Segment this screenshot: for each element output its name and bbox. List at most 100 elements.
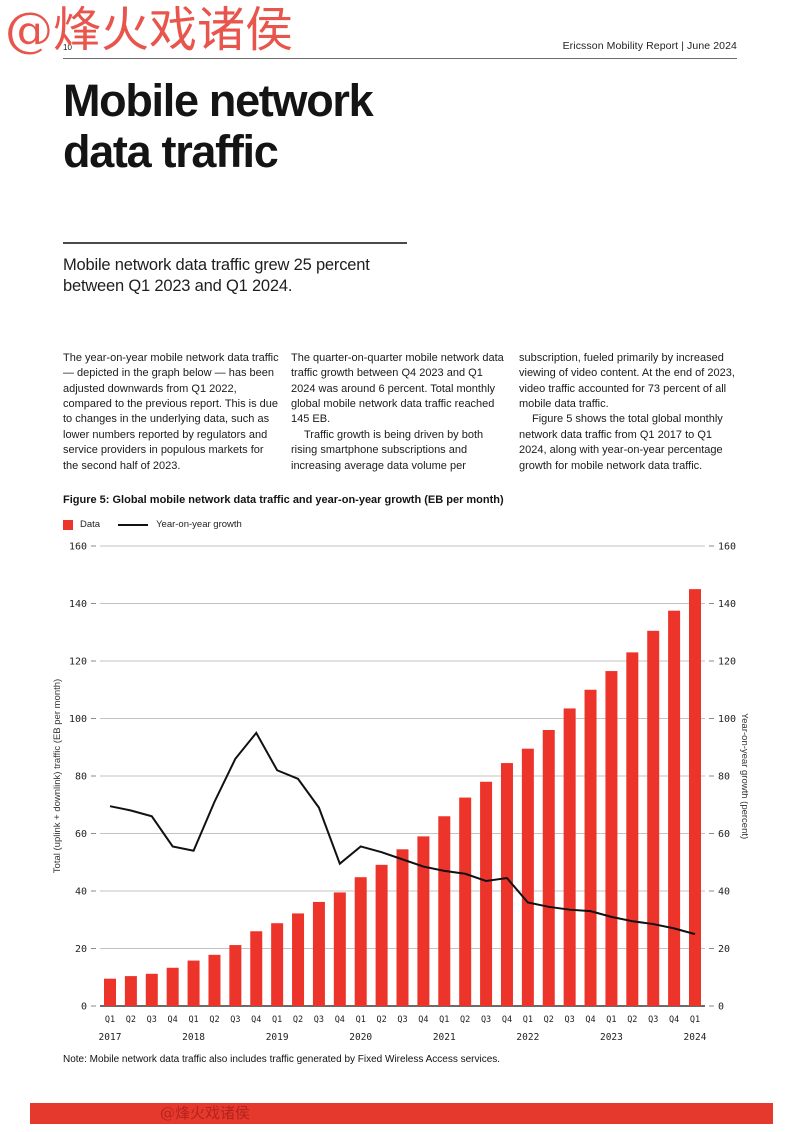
year-label: 2022: [516, 1032, 539, 1043]
quarter-label: Q1: [356, 1015, 366, 1025]
traffic-bar: [375, 864, 388, 1007]
year-label: 2024: [684, 1032, 707, 1043]
left-axis-tick-label: 120: [69, 657, 87, 668]
lede-text: Mobile network data traffic grew 25 perc…: [63, 241, 407, 297]
traffic-bar: [480, 781, 493, 1007]
quarter-label: Q2: [627, 1015, 637, 1025]
year-label: 2020: [349, 1032, 372, 1043]
right-axis-tick-label: 0: [718, 1002, 724, 1013]
quarter-label: Q2: [209, 1015, 219, 1025]
traffic-bar: [104, 978, 116, 1007]
right-axis-tick-label: 80: [718, 772, 730, 783]
paragraph: The quarter-on-quarter mobile network da…: [291, 351, 504, 426]
traffic-bar: [145, 973, 158, 1007]
chart-note: Note: Mobile network data traffic also i…: [63, 1054, 501, 1066]
page-header: 10 Ericsson Mobility Report | June 2024: [63, 40, 737, 59]
left-axis-tick-label: 160: [69, 542, 87, 553]
traffic-bar: [271, 923, 284, 1007]
quarter-label: Q3: [230, 1015, 240, 1025]
right-axis-tick-label: 120: [718, 657, 736, 668]
footer-band: @烽火戏诸侯: [30, 1103, 773, 1124]
quarter-label: Q3: [397, 1015, 407, 1025]
left-axis-tick-label: 100: [69, 714, 87, 725]
left-axis-title: Total (uplink + downlink) traffic (EB pe…: [52, 679, 63, 873]
page-title: Mobile network data traffic: [63, 75, 737, 178]
year-label: 2023: [600, 1032, 623, 1043]
quarter-label: Q4: [418, 1015, 428, 1025]
left-axis-tick-label: 20: [75, 944, 87, 955]
quarter-label: Q1: [690, 1015, 700, 1025]
body-column-1: The year-on-year mobile network data tra…: [63, 351, 281, 474]
quarter-label: Q1: [606, 1015, 616, 1025]
traffic-bar: [187, 960, 200, 1007]
year-label: 2019: [266, 1032, 289, 1043]
footer-watermark-text: @烽火戏诸侯: [160, 1104, 251, 1122]
body-column-3: subscription, fueled primarily by increa…: [519, 351, 737, 474]
quarter-label: Q1: [523, 1015, 533, 1025]
quarter-label: Q4: [585, 1015, 595, 1025]
left-axis-tick-label: 0: [81, 1002, 87, 1013]
data-series-swatch-icon: [63, 519, 73, 530]
legend-data-label: Data: [80, 519, 101, 531]
traffic-bar: [208, 954, 221, 1007]
traffic-bar: [500, 763, 513, 1007]
right-axis-tick-label: 100: [718, 714, 736, 725]
traffic-bar: [124, 976, 137, 1007]
body-columns: The year-on-year mobile network data tra…: [63, 351, 737, 474]
right-axis-tick-label: 60: [718, 829, 730, 840]
quarter-label: Q4: [669, 1015, 679, 1025]
traffic-bar: [668, 610, 681, 1007]
traffic-bar: [312, 901, 325, 1007]
quarter-label: Q3: [565, 1015, 575, 1025]
quarter-label: Q3: [147, 1015, 157, 1025]
traffic-bar: [647, 630, 660, 1007]
paragraph: The year-on-year mobile network data tra…: [63, 351, 279, 472]
figure-caption: Figure 5: Global mobile network data tra…: [63, 494, 504, 507]
traffic-bar: [563, 708, 576, 1007]
year-label: 2017: [99, 1032, 122, 1043]
page: 10 Ericsson Mobility Report | June 2024 …: [52, 40, 748, 1066]
paragraph: Traffic growth is being driven by both r…: [291, 428, 484, 472]
traffic-bar: [689, 589, 701, 1007]
paragraph: subscription, fueled primarily by increa…: [519, 351, 735, 411]
traffic-bar: [459, 797, 472, 1007]
chart-legend: Data Year-on-year growth: [63, 519, 737, 530]
traffic-bar: [354, 877, 367, 1007]
traffic-bar: [292, 913, 305, 1007]
quarter-label: Q3: [481, 1015, 491, 1025]
traffic-bar: [605, 671, 618, 1007]
page-title-line1: Mobile network: [63, 75, 374, 126]
quarter-label: Q1: [272, 1015, 282, 1025]
quarter-label: Q4: [251, 1015, 261, 1025]
left-axis-tick-label: 40: [75, 887, 87, 898]
quarter-label: Q1: [188, 1015, 198, 1025]
page-title-line2: data traffic: [63, 126, 279, 178]
paragraph: Figure 5 shows the total global monthly …: [519, 413, 723, 472]
left-axis-tick-label: 80: [75, 772, 87, 783]
traffic-bar: [333, 892, 346, 1007]
traffic-bar: [166, 967, 179, 1007]
right-axis-tick-label: 20: [718, 944, 730, 955]
traffic-bar: [626, 652, 639, 1007]
report-header-title: Ericsson Mobility Report | June 2024: [562, 40, 737, 52]
right-axis-tick-label: 140: [718, 599, 736, 610]
quarter-label: Q3: [314, 1015, 324, 1025]
left-axis-tick-label: 60: [75, 829, 87, 840]
quarter-label: Q2: [460, 1015, 470, 1025]
quarter-label: Q4: [502, 1015, 512, 1025]
traffic-bar: [521, 748, 534, 1007]
quarter-label: Q4: [335, 1015, 345, 1025]
traffic-bar: [417, 836, 430, 1007]
traffic-bar: [250, 931, 263, 1007]
right-axis-title: Year-on-year growth (percent): [739, 713, 748, 839]
yoy-growth-line: [109, 731, 696, 936]
traffic-bar: [438, 816, 451, 1007]
line-series-sample-icon: [118, 523, 149, 526]
quarter-label: Q4: [168, 1015, 178, 1025]
year-label: 2018: [182, 1032, 205, 1043]
legend-line-label: Year-on-year growth: [156, 519, 242, 531]
traffic-bar: [542, 730, 555, 1007]
quarter-label: Q3: [648, 1015, 658, 1025]
traffic-bar: [584, 689, 597, 1007]
